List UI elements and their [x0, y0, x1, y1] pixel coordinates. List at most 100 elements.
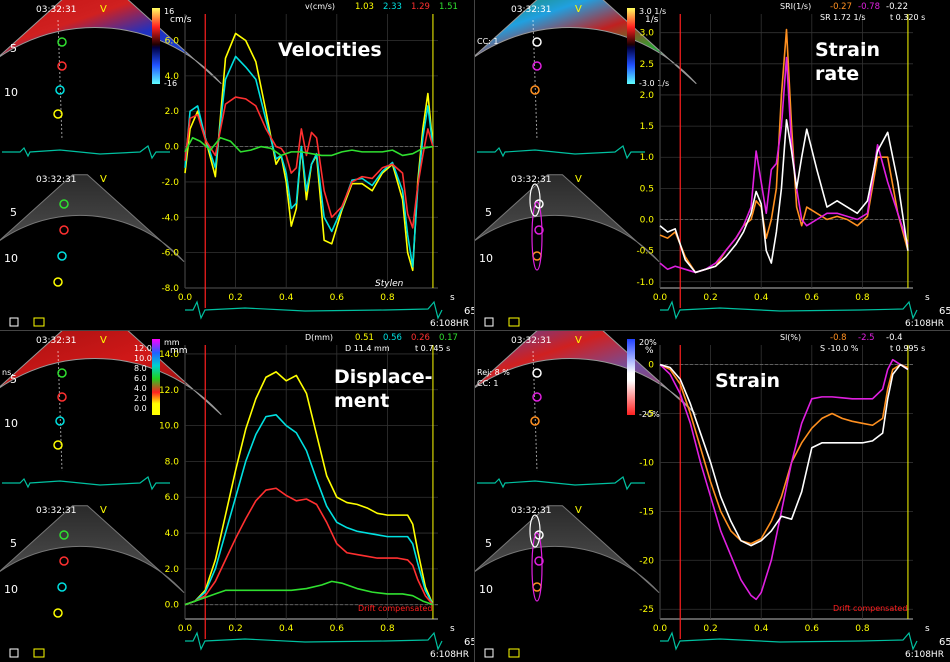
- sample-marker[interactable]: [530, 85, 540, 95]
- sample-marker[interactable]: [57, 61, 67, 71]
- heart-rate-value: 65: [939, 306, 950, 317]
- sample-marker[interactable]: [532, 392, 542, 402]
- x-tick-label: 0.0: [178, 624, 193, 634]
- x-tick-label: 0.2: [228, 293, 242, 303]
- heart-rate-label: 6:108HR: [430, 319, 469, 329]
- watermark: Stylen: [375, 279, 404, 289]
- panel-title: rate: [815, 63, 859, 85]
- pencil-icon[interactable]: [9, 317, 19, 327]
- sample-marker-bmode[interactable]: [59, 225, 69, 235]
- depth-label-10: 10: [4, 417, 18, 430]
- y-tick-label: 1.0: [640, 153, 655, 163]
- acquisition-time-bmode: 03:32:31: [511, 175, 551, 185]
- sample-marker-bmode[interactable]: [57, 251, 67, 261]
- header-label: Sl(%): [780, 333, 801, 342]
- panel-svg-strain: 03:32:31 V Rej: 8 % CC: 1 20% -20% 03:32:31 V 5 1…: [475, 331, 950, 660]
- y-tick-label: 0.5: [640, 184, 654, 194]
- roi-ellipse[interactable]: [531, 532, 543, 602]
- x-tick-label: 0.6: [805, 624, 820, 634]
- roi-ellipse[interactable]: [529, 514, 541, 548]
- sample-marker[interactable]: [57, 392, 67, 402]
- y-tick-label: 0.0: [165, 601, 180, 611]
- acquisition-time: 03:32:31: [36, 5, 76, 15]
- header-label: v(cm/s): [305, 2, 335, 11]
- header-value: -0.4: [886, 333, 903, 343]
- panel-title: Strain: [715, 370, 780, 392]
- sample-marker[interactable]: [53, 109, 63, 119]
- sample-marker[interactable]: [53, 440, 63, 450]
- y-tick-label: 2.0: [165, 565, 180, 575]
- sample-marker-bmode[interactable]: [53, 277, 63, 287]
- panel-title: Velocities: [278, 39, 382, 61]
- pencil-icon[interactable]: [484, 317, 494, 327]
- sample-marker-bmode[interactable]: [59, 556, 69, 566]
- header-time: t 0.320 s: [890, 13, 925, 22]
- y-tick-label: -25: [639, 605, 654, 615]
- sample-marker-bmode[interactable]: [53, 608, 63, 618]
- y-tick-label: 6.0: [165, 493, 180, 503]
- y-tick-label: 2.5: [640, 60, 654, 70]
- left-info-1: Rej: 8 %: [477, 368, 510, 377]
- header-value: 0.26: [411, 333, 430, 343]
- bmode-sector: [0, 174, 185, 263]
- colorbar: [627, 8, 635, 84]
- y-tick-label: 4.0: [165, 72, 180, 82]
- sample-marker-bmode[interactable]: [59, 530, 69, 540]
- y-tick-label: -5: [645, 410, 654, 420]
- y-tick-label: -8.0: [161, 284, 179, 294]
- y-tick-label: -2.0: [161, 178, 179, 188]
- sample-marker[interactable]: [55, 416, 65, 426]
- acquisition-time-bmode: 03:32:31: [36, 506, 76, 516]
- series-line-0: [184, 371, 434, 606]
- series-line-3: [184, 580, 434, 606]
- x-tick-label: 0.4: [279, 293, 294, 303]
- pencil-icon[interactable]: [9, 648, 19, 658]
- frame-icon[interactable]: [508, 648, 520, 658]
- panel-strain-rate: 03:32:31 V CC: 1 3.0 1/s -3.0 1/s 03:32:31 V 5 1…: [475, 0, 950, 331]
- y-tick-label: 6.0: [165, 37, 180, 47]
- sample-marker-bmode[interactable]: [59, 199, 69, 209]
- frame-icon[interactable]: [33, 648, 45, 658]
- sample-marker-bmode[interactable]: [532, 251, 542, 261]
- panel-title: ment: [334, 390, 389, 412]
- sample-marker[interactable]: [532, 37, 542, 47]
- pencil-icon[interactable]: [484, 648, 494, 658]
- roi-ellipse[interactable]: [531, 201, 543, 271]
- sample-marker[interactable]: [55, 85, 65, 95]
- frame-icon[interactable]: [33, 317, 45, 327]
- sample-marker[interactable]: [57, 368, 67, 378]
- x-unit-label: s: [925, 624, 930, 634]
- y-tick-label: 3.0: [640, 29, 655, 39]
- heart-rate-label: 6:108HR: [905, 319, 944, 329]
- ecg-trace-bottom: [185, 631, 443, 651]
- y-tick-label: 4.0: [165, 529, 180, 539]
- sample-marker[interactable]: [532, 368, 542, 378]
- roi-ellipse[interactable]: [529, 183, 541, 217]
- sample-marker-bmode[interactable]: [57, 582, 67, 592]
- y-tick-label: -0.5: [636, 247, 654, 257]
- colorbar-tick: 2.0: [134, 394, 147, 403]
- sample-marker[interactable]: [530, 416, 540, 426]
- y-tick-label: 2.0: [165, 107, 180, 117]
- colorbar: [152, 8, 160, 84]
- sample-marker-bmode[interactable]: [532, 582, 542, 592]
- frame-icon[interactable]: [508, 317, 520, 327]
- heart-rate-value: 65: [464, 637, 475, 648]
- bmode-sector: [0, 505, 185, 594]
- sample-marker[interactable]: [57, 37, 67, 47]
- view-marker: V: [575, 4, 582, 15]
- sample-marker-bmode[interactable]: [534, 225, 544, 235]
- y-tick-label: 12.0: [159, 386, 179, 396]
- ecg-trace-top: [2, 476, 170, 491]
- series-line-3: [184, 136, 434, 157]
- header-value: 0.17: [439, 333, 458, 343]
- acquisition-time: 03:32:31: [36, 336, 76, 346]
- x-tick-label: 0.8: [855, 293, 870, 303]
- series-line-1: [659, 56, 909, 274]
- x-tick-label: 0.4: [754, 293, 769, 303]
- x-tick-label: 0.2: [703, 293, 717, 303]
- sample-marker-bmode[interactable]: [534, 556, 544, 566]
- sample-marker[interactable]: [532, 61, 542, 71]
- colorbar: [627, 339, 635, 415]
- x-tick-label: 0.6: [805, 293, 820, 303]
